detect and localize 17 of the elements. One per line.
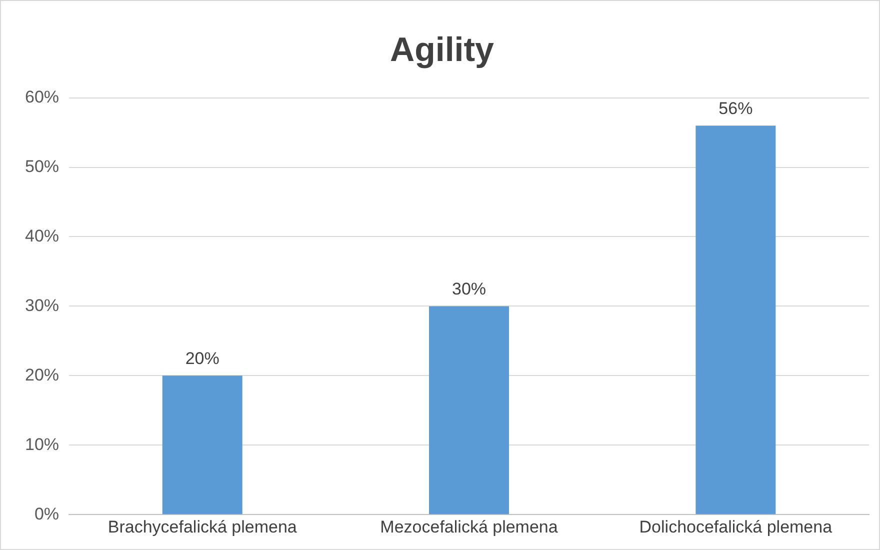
bar — [162, 376, 242, 514]
y-tick-label: 10% — [24, 434, 60, 454]
bar — [696, 126, 776, 514]
x-tick-label: Dolichocefalická plemena — [639, 517, 833, 536]
y-tick-label: 40% — [24, 226, 60, 246]
chart-title: Agility — [390, 30, 494, 69]
x-tick-label: Mezocefalická plemena — [380, 517, 558, 536]
data-label: 56% — [718, 98, 753, 118]
y-tick-label: 20% — [24, 365, 60, 384]
y-tick-label: 50% — [24, 156, 60, 176]
y-tick-label: 30% — [24, 296, 60, 315]
data-label: 30% — [452, 279, 486, 298]
data-label: 20% — [185, 348, 220, 368]
x-tick-label: Brachycefalická plemena — [108, 517, 298, 536]
y-tick-label: 0% — [34, 504, 60, 524]
bar — [429, 306, 510, 514]
y-tick-label: 60% — [24, 87, 60, 106]
